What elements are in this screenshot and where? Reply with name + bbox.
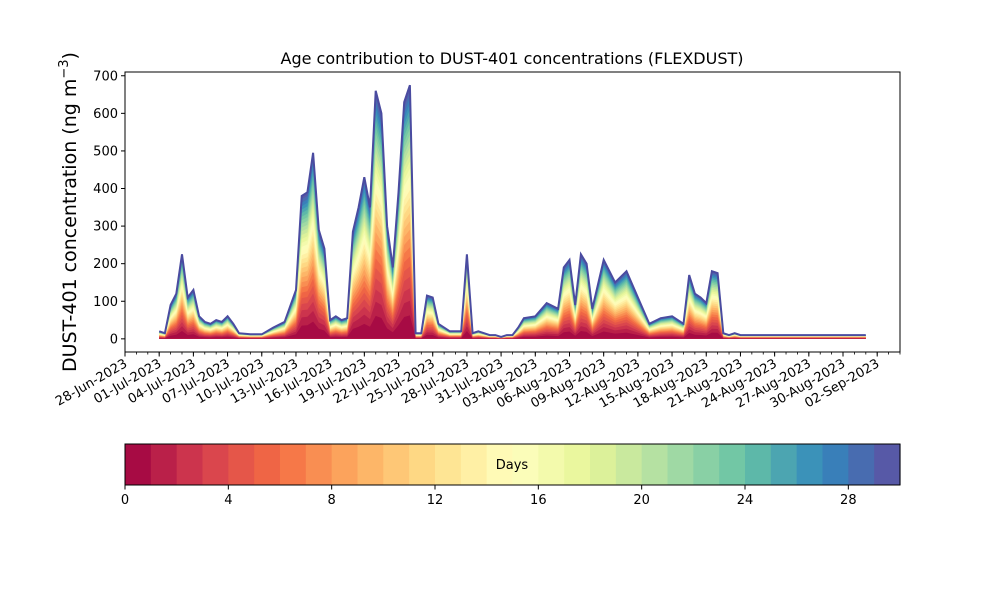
age-band-19 [159, 147, 866, 339]
y-tick-label: 300 [93, 220, 118, 235]
y-axis-label: DUST-401 concentration (ng m−3) [57, 52, 81, 372]
y-axis-label-close: ) [59, 52, 81, 59]
y-tick-label: 0 [110, 332, 118, 347]
colorbar-swatch-18 [590, 444, 617, 485]
plot-area [158, 84, 866, 339]
colorbar-swatch-4 [228, 444, 255, 485]
colorbar-swatch-14 [486, 444, 514, 485]
y-tick-label: 700 [93, 69, 118, 84]
colorbar-swatch-21 [667, 444, 694, 485]
x-axis: 28-Jun-202301-Jul-202304-Jul-202307-Jul-… [53, 352, 901, 412]
age-band-12 [159, 197, 866, 339]
age-band-18 [159, 154, 866, 339]
colorbar-swatch-12 [435, 444, 462, 485]
colorbar-ticks: 0 4 8 12 16 20 24 28 [121, 485, 857, 508]
age-band-8 [159, 229, 866, 339]
age-contribution-bands [159, 85, 866, 339]
colorbar-swatch-24 [745, 444, 772, 485]
colorbar-swatch-28 [848, 444, 875, 485]
age-band-25 [159, 109, 866, 339]
age-band-0 [159, 315, 866, 339]
colorbar-label: Days [496, 458, 529, 473]
colorbar-swatch-9 [357, 444, 384, 485]
colorbar-swatch-7 [305, 444, 333, 485]
age-band-24 [159, 115, 866, 339]
y-tick-label: 600 [93, 107, 118, 122]
colorbar-swatch-0 [125, 444, 152, 485]
colorbar-swatch-3 [202, 444, 229, 485]
age-band-5 [159, 256, 866, 339]
colorbar-swatch-11 [409, 444, 436, 485]
age-band-14 [159, 182, 866, 339]
colorbar-swatch-19 [615, 444, 643, 485]
age-band-26 [159, 103, 866, 339]
age-band-6 [159, 247, 866, 339]
colorbar-tick-label: 8 [328, 493, 336, 508]
age-band-7 [159, 238, 866, 339]
colorbar-swatch-29 [874, 444, 901, 485]
colorbar-swatch-2 [176, 444, 204, 485]
colorbar-swatch-27 [822, 444, 849, 485]
colorbar-swatch-13 [460, 444, 488, 485]
y-axis-label-superscript: −3 [57, 59, 72, 78]
total-concentration-line [158, 84, 866, 339]
colorbar-tick-label: 0 [121, 493, 129, 508]
y-tick-label: 400 [93, 182, 118, 197]
age-band-21 [159, 134, 866, 339]
colorbar-swatch-5 [254, 444, 281, 485]
colorbar-swatch-17 [564, 444, 591, 485]
age-band-9 [159, 221, 866, 339]
age-band-15 [159, 175, 866, 339]
colorbar-swatch-16 [538, 444, 565, 485]
plot-frame [124, 71, 901, 353]
colorbar-swatch-20 [641, 444, 669, 485]
colorbar [125, 444, 901, 485]
colorbar-tick-label: 12 [427, 493, 444, 508]
age-band-28 [159, 91, 866, 339]
colorbar-swatch-26 [796, 444, 824, 485]
colorbar-tick-label: 16 [530, 493, 547, 508]
y-tick-label: 500 [93, 144, 118, 159]
age-band-27 [159, 97, 866, 339]
colorbar-swatch-25 [770, 444, 798, 485]
age-band-23 [159, 121, 866, 339]
y-axis-label-text: DUST-401 concentration (ng m [59, 79, 81, 372]
age-band-1 [159, 300, 866, 339]
age-band-3 [159, 276, 866, 339]
y-tick-label: 100 [93, 295, 118, 310]
age-band-29 [159, 85, 866, 339]
age-band-10 [159, 213, 866, 339]
colorbar-frame [124, 443, 901, 486]
age-band-11 [159, 205, 866, 339]
colorbar-swatch-10 [383, 444, 410, 485]
colorbar-swatch-6 [280, 444, 307, 485]
y-tick-label: 200 [93, 257, 118, 272]
colorbar-tick-label: 4 [224, 493, 232, 508]
y-axis: 0 100 200 300 400 500 600 700 [93, 69, 125, 347]
colorbar-tick-label: 20 [633, 493, 650, 508]
age-band-22 [159, 128, 866, 339]
colorbar-swatch-8 [331, 444, 359, 485]
age-band-20 [159, 141, 866, 339]
chart-title: Age contribution to DUST-401 concentrati… [281, 49, 744, 68]
age-band-16 [159, 168, 866, 339]
colorbar-swatch-22 [693, 444, 720, 485]
age-band-13 [159, 190, 866, 339]
colorbar-swatch-23 [719, 444, 746, 485]
age-band-17 [159, 161, 866, 339]
age-band-4 [159, 266, 866, 339]
colorbar-swatch-1 [150, 444, 178, 485]
colorbar-swatch-15 [512, 444, 539, 485]
colorbar-tick-label: 28 [840, 493, 857, 508]
colorbar-tick-label: 24 [737, 493, 754, 508]
